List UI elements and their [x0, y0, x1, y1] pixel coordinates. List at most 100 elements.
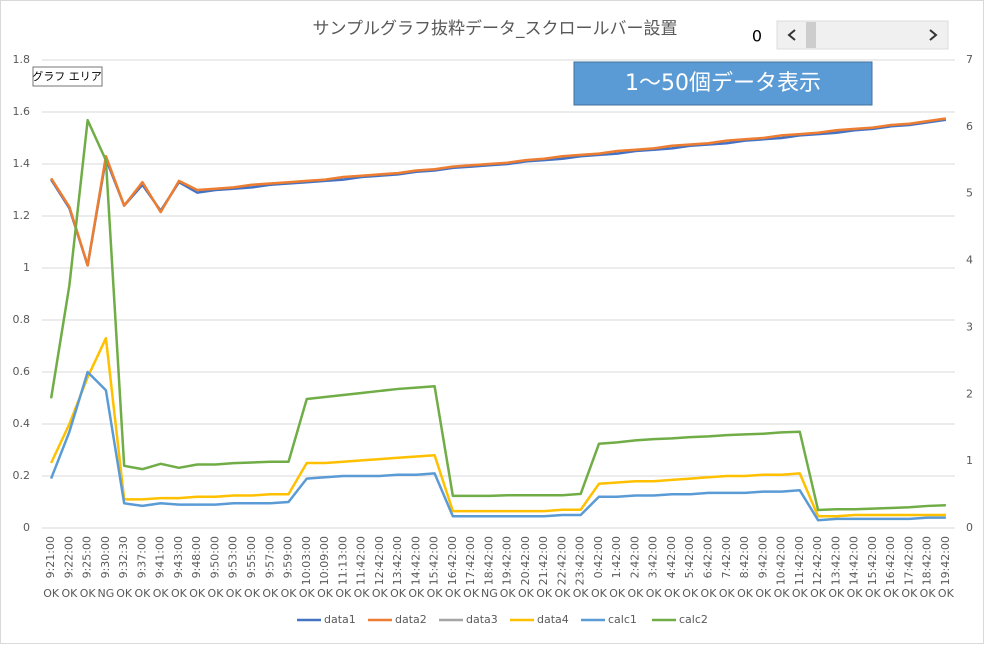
scrollbar-value: 0	[752, 27, 762, 46]
x-tick-label: 9:22:00	[62, 536, 75, 578]
x-sub-label: OK	[701, 587, 718, 600]
x-tick-label: 17:42:00	[902, 536, 915, 585]
x-sub-label: OK	[445, 587, 462, 600]
x-tick-label: 14:42:00	[848, 536, 861, 585]
x-sub-label: OK	[883, 587, 900, 600]
x-sub-label: OK	[573, 587, 590, 600]
x-tick-label: 15:42:00	[866, 536, 879, 585]
x-tick-label: 5:42:00	[683, 536, 696, 578]
x-tick-label: 9:43:00	[172, 536, 185, 578]
y2-tick-label: 2	[966, 387, 973, 400]
series-line	[49, 118, 946, 512]
legend-label: calc1	[608, 613, 637, 626]
x-tick-label: 23:42:00	[574, 536, 587, 585]
x-sub-label: OK	[317, 587, 334, 600]
y-tick-label: 1.2	[13, 209, 31, 222]
y2-tick-label: 6	[966, 120, 973, 133]
x-sub-label: OK	[372, 587, 389, 600]
x-sub-label: OK	[299, 587, 316, 600]
x-tick-label: 9:25:00	[81, 536, 94, 578]
x-tick-label: 13:42:00	[391, 536, 404, 585]
legend-label: data1	[324, 613, 356, 626]
x-tick-label: 9:59:00	[282, 536, 295, 578]
y-tick-label: 0.8	[13, 313, 31, 326]
x-sub-label: OK	[755, 587, 772, 600]
series-line	[49, 370, 946, 522]
x-sub-label: OK	[500, 587, 517, 600]
y2-tick-label: 0	[966, 521, 973, 534]
y2-tick-label: 3	[966, 320, 973, 333]
x-tick-label: 2:42:00	[628, 536, 641, 578]
scroll-right[interactable]	[929, 29, 938, 41]
x-sub-label: OK	[828, 587, 845, 600]
x-sub-label: OK	[43, 587, 60, 600]
series-line	[49, 336, 946, 518]
x-tick-label: 9:55:00	[245, 536, 258, 578]
x-sub-label: OK	[774, 587, 791, 600]
x-sub-label: NG	[481, 587, 498, 600]
y-tick-label: 1.4	[13, 157, 31, 170]
x-tick-label: 7:42:00	[720, 536, 733, 578]
x-tick-label: 10:42:00	[775, 536, 788, 585]
x-tick-label: 3:42:00	[647, 536, 660, 578]
x-sub-label: OK	[554, 587, 571, 600]
x-tick-label: 10:09:00	[318, 536, 331, 585]
x-tick-label: 16:42:00	[884, 536, 897, 585]
x-tick-label: 9:48:00	[190, 536, 203, 578]
x-tick-label: 21:42:00	[537, 536, 550, 585]
x-tick-label: 11:13:00	[336, 536, 349, 585]
x-tick-label: 13:42:00	[829, 536, 842, 585]
x-tick-label: 14:42:00	[409, 536, 422, 585]
x-sub-label: OK	[664, 587, 681, 600]
x-sub-label: OK	[591, 587, 608, 600]
x-sub-label: OK	[226, 587, 243, 600]
y-tick-label: 0.6	[13, 365, 31, 378]
x-sub-label: OK	[262, 587, 279, 600]
tooltip-box	[32, 66, 103, 87]
x-tick-label: 17:42:00	[464, 536, 477, 585]
x-sub-label: OK	[518, 587, 535, 600]
x-tick-label: 10:03:00	[300, 536, 313, 585]
x-sub-label: OK	[408, 587, 425, 600]
x-tick-label: 11:42:00	[793, 536, 806, 585]
x-sub-label: OK	[719, 587, 736, 600]
x-sub-label: OK	[335, 587, 352, 600]
series-line	[50, 118, 947, 267]
x-tick-label: 0:42:00	[592, 536, 605, 578]
scrollbar[interactable]	[776, 20, 949, 50]
x-sub-label: OK	[116, 587, 133, 600]
x-sub-label: OK	[810, 587, 827, 600]
x-sub-label: OK	[427, 587, 444, 600]
legend-label: data4	[537, 613, 569, 626]
x-sub-label: OK	[61, 587, 78, 600]
scrollbar-thumb[interactable]	[806, 22, 816, 48]
x-tick-label: 9:41:00	[154, 536, 167, 578]
x-tick-label: 19:42:00	[939, 536, 952, 585]
x-sub-label: OK	[628, 587, 645, 600]
x-tick-label: 11:42:00	[355, 536, 368, 585]
x-tick-label: 9:53:00	[227, 536, 240, 578]
x-tick-label: 22:42:00	[555, 536, 568, 585]
x-tick-label: 9:32:30	[117, 536, 130, 578]
x-sub-label: NG	[98, 587, 115, 600]
y2-tick-label: 1	[966, 454, 973, 467]
x-tick-label: 9:21:00	[44, 536, 57, 578]
x-sub-label: OK	[390, 587, 407, 600]
y2-tick-label: 7	[966, 53, 973, 66]
x-sub-label: OK	[920, 587, 937, 600]
x-sub-label: OK	[80, 587, 97, 600]
x-tick-label: 18:42:00	[921, 536, 934, 585]
x-tick-label: 15:42:00	[428, 536, 441, 585]
scrollbar-track[interactable]	[776, 20, 949, 50]
x-tick-label: 9:50:00	[208, 536, 221, 578]
x-sub-label: OK	[281, 587, 298, 600]
scroll-left[interactable]	[787, 29, 796, 41]
x-tick-label: 9:37:00	[135, 536, 148, 578]
x-sub-label: OK	[901, 587, 918, 600]
legend-label: data2	[395, 613, 427, 626]
x-tick-label: 12:42:00	[811, 536, 824, 585]
x-sub-label: OK	[244, 587, 261, 600]
x-tick-label: 16:42:00	[446, 536, 459, 585]
